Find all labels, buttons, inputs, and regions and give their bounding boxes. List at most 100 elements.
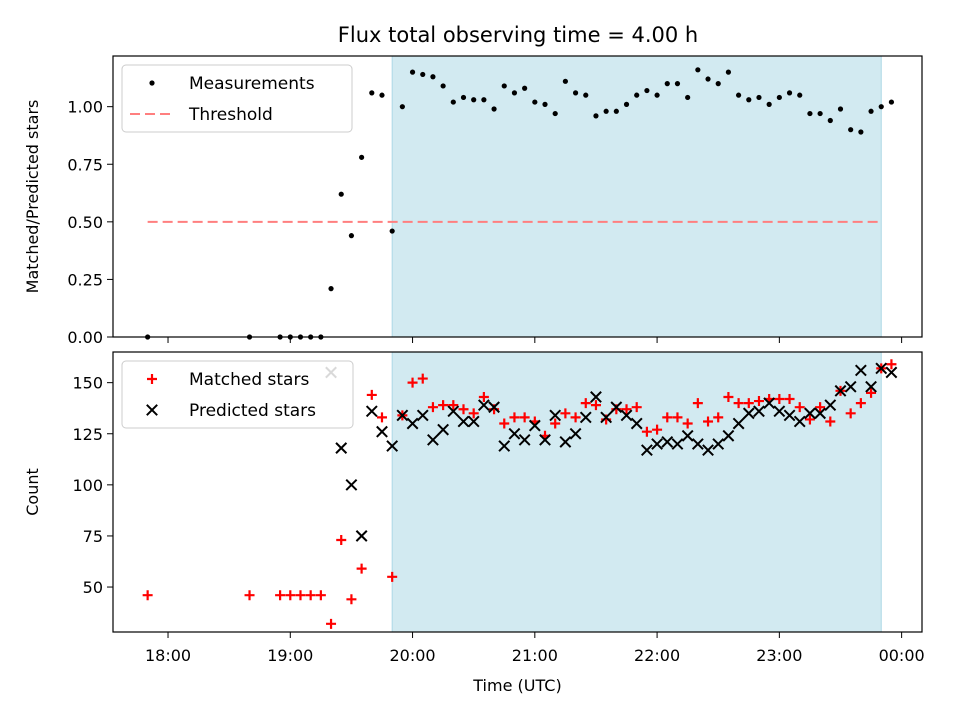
x-tick-label: 23:00 xyxy=(756,646,802,665)
measurement-point xyxy=(369,90,375,96)
measurement-point xyxy=(501,83,507,89)
measurement-point xyxy=(542,101,548,107)
measurement-point xyxy=(766,101,772,107)
axes-frame xyxy=(112,55,923,338)
measurement-point xyxy=(705,76,711,82)
measurement-point xyxy=(511,90,518,96)
matched-star-point xyxy=(560,408,571,419)
matched-star-point xyxy=(285,590,296,601)
predicted-star-point xyxy=(498,440,511,452)
predicted-star-point xyxy=(477,399,490,412)
measurement-point xyxy=(440,83,446,89)
predicted-star-point xyxy=(569,427,582,440)
measurement-point xyxy=(359,154,365,160)
predicted-star-point xyxy=(539,433,551,446)
measurement-point xyxy=(532,99,538,105)
y-axis-label: Matched/Predicted stars xyxy=(23,100,42,294)
predicted-star-point xyxy=(773,405,786,418)
matched-star-point xyxy=(825,416,836,427)
matched-star-point xyxy=(580,398,591,409)
matched-star-point xyxy=(438,400,449,411)
matched-star-point xyxy=(662,412,673,423)
predicted-star-point xyxy=(651,438,663,450)
matched-star-point xyxy=(366,389,377,400)
measurement-point xyxy=(644,87,650,94)
legend-label: Measurements xyxy=(189,74,315,94)
y-tick-label: 125 xyxy=(72,425,103,444)
observing-window-shade xyxy=(391,351,882,633)
measurement-point xyxy=(695,67,701,73)
predicted-star-point xyxy=(508,427,521,440)
matched-star-point xyxy=(315,590,326,601)
observing-window-shade xyxy=(391,55,882,338)
matched-star-point xyxy=(713,412,724,423)
legend-box xyxy=(121,64,353,133)
measurement-point xyxy=(837,106,844,112)
x-tick-label: 22:00 xyxy=(634,646,680,665)
predicted-star-point xyxy=(885,366,898,379)
y-tick-label: 0.50 xyxy=(67,213,103,232)
matched-star-point xyxy=(845,408,856,419)
predicted-star-point xyxy=(732,417,745,430)
top-panel: 0.00 0.25 0.50 0.75 1.00 Matched/Predicted st… xyxy=(23,55,923,347)
matched-star-point xyxy=(855,398,866,409)
measurement-point xyxy=(562,78,568,84)
measurement-point xyxy=(593,113,599,119)
predicted-star-point xyxy=(640,444,653,457)
x-tick-label: 19:00 xyxy=(267,646,313,665)
matched-star-point xyxy=(703,416,714,427)
measurement-point xyxy=(348,233,355,239)
y-tick-label: 75 xyxy=(83,527,103,546)
matched-star-point xyxy=(723,391,734,402)
predicted-star-point xyxy=(620,409,633,422)
y-tick-label: 0.00 xyxy=(67,328,103,347)
matched-star-point xyxy=(336,535,347,546)
y-tick-label: 1.00 xyxy=(67,98,103,117)
predicted-star-point xyxy=(783,409,796,422)
y-tick-label: 50 xyxy=(83,578,103,597)
matched-star-point xyxy=(417,373,428,384)
measurement-point xyxy=(746,97,752,103)
predicted-star-point xyxy=(824,399,837,412)
measurement-point xyxy=(715,81,721,87)
predicted-star-point xyxy=(610,401,623,414)
matched-star-point xyxy=(682,418,693,429)
measurement-point xyxy=(756,94,762,101)
matched-star-point xyxy=(458,404,469,415)
measurement-point xyxy=(583,92,589,98)
predicted-star-point xyxy=(427,433,439,446)
predicted-star-point xyxy=(488,401,500,414)
measurement-point xyxy=(786,90,793,96)
predicted-star-point xyxy=(396,409,409,422)
x-tick-label: 20:00 xyxy=(389,646,435,665)
predicted-star-point xyxy=(335,442,348,454)
predicted-star-point xyxy=(681,429,694,442)
measurement-point xyxy=(379,92,385,98)
matched-star-point xyxy=(743,398,754,409)
x-tick-label: 00:00 xyxy=(879,646,925,665)
measurement-point xyxy=(664,81,670,87)
matched-star-point xyxy=(275,590,286,601)
x-axis-label: Time (UTC) xyxy=(472,676,561,695)
predicted-star-point xyxy=(722,429,735,442)
measurement-point xyxy=(613,108,619,114)
predicted-star-point xyxy=(416,409,429,422)
measurement-point xyxy=(807,110,813,117)
matched-star-point xyxy=(387,571,398,582)
measurement-point xyxy=(430,74,436,80)
measurement-point xyxy=(797,92,803,98)
matched-star-point xyxy=(866,387,877,398)
matched-star-point xyxy=(815,402,826,413)
measurement-point xyxy=(735,92,742,98)
matched-star-point xyxy=(295,590,306,601)
y-axis-label: Count xyxy=(23,468,42,516)
matched-star-point xyxy=(499,418,510,429)
matched-star-point xyxy=(356,563,367,574)
measurement-point xyxy=(776,94,782,101)
legend-label: Threshold xyxy=(188,105,273,125)
matched-star-point xyxy=(570,412,581,423)
matched-star-point xyxy=(468,408,479,419)
matched-star-point xyxy=(804,414,815,425)
matched-star-point xyxy=(621,404,632,415)
